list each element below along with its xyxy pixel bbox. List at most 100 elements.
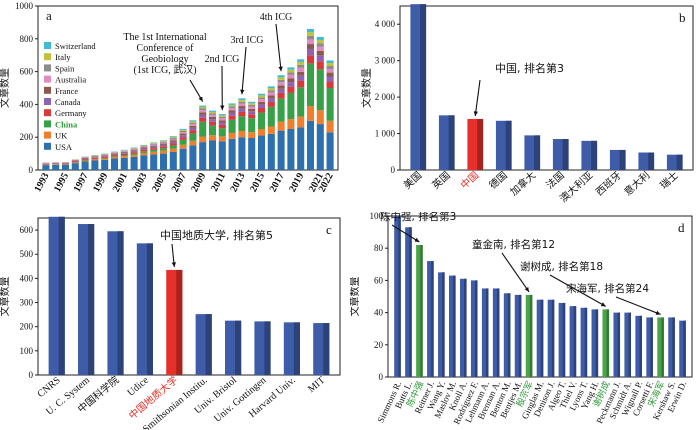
bar-shade-13 [540, 299, 544, 377]
bar-italy-2011 [218, 115, 226, 117]
bar-10 [503, 293, 511, 377]
bar-australia-2022 [326, 68, 334, 73]
bar-italy-2022 [326, 63, 334, 67]
bar-canada-2007 [179, 135, 187, 138]
bar-shade-22 [639, 315, 642, 377]
legend-label: USA [55, 142, 73, 152]
bar-usa-2022 [326, 132, 334, 170]
bar-usa-1999 [101, 159, 109, 170]
bar-usa-2012 [228, 138, 236, 170]
bar-italy-2004 [150, 143, 158, 144]
bar-7 [470, 280, 478, 377]
annotation-arrowhead [220, 105, 225, 111]
bar-shade-17 [584, 307, 588, 377]
x-tick-label: 2001 [111, 171, 130, 194]
bar-australia-2021 [316, 46, 324, 51]
bar-shade-8 [293, 322, 300, 375]
bar-18 [591, 309, 599, 377]
annotation-text: 童金南, 排名第12 [472, 238, 555, 251]
bar-germany-2017 [277, 92, 285, 99]
bar-france-2001 [120, 151, 128, 153]
bar-spain-2004 [150, 143, 158, 145]
bar-usa-1994 [52, 164, 60, 170]
bar-shade-5 [562, 139, 569, 170]
bar-shade-6 [591, 140, 598, 170]
bar-france-2010 [208, 116, 217, 120]
bar-italy-2021 [316, 39, 324, 44]
bar-australia-2019 [297, 67, 305, 72]
x-tick-label: 2007 [170, 171, 189, 194]
legend-label: China [55, 119, 78, 129]
bar-spain-2013 [238, 101, 246, 104]
bar-switzerland-2010 [208, 110, 217, 112]
bar-germany-2003 [140, 149, 148, 152]
y-tick-label: 0 [29, 370, 34, 380]
bar-shade-2 [420, 244, 423, 377]
annotation-arrow [501, 252, 530, 293]
x-tick-label: 西班牙 [593, 169, 623, 198]
bar-australia-2016 [267, 92, 275, 96]
bar-usa-2011 [218, 141, 226, 170]
bar-germany-2011 [218, 124, 226, 129]
bar-china-2008 [189, 133, 197, 141]
x-tick-label: 1995 [52, 171, 71, 194]
annotation-text: 陈中强, 排名第3 [380, 212, 456, 223]
legend-label: Canada [55, 97, 81, 107]
bar-usa-2004 [150, 154, 158, 170]
bar-italy-2016 [267, 88, 275, 91]
bar-china-2012 [228, 119, 236, 133]
x-tick-label: 2003 [130, 171, 149, 194]
bar-26 [679, 320, 686, 377]
bar-switzerland-2016 [267, 86, 275, 89]
bar-usa-1996 [71, 163, 79, 170]
bar-australia-2003 [140, 146, 148, 148]
bar-shade-5 [453, 275, 456, 377]
annotation-arrow [615, 296, 661, 315]
bar-china-2011 [218, 128, 226, 137]
bar-china-2002 [130, 153, 138, 155]
bar-shade-6 [464, 278, 467, 377]
bar-21 [624, 312, 631, 377]
y-tick-label: 500 [20, 249, 34, 259]
y-tick-label: 0 [379, 372, 384, 382]
y-tick-label: 80 [374, 243, 384, 253]
bar-canada-1999 [101, 156, 109, 157]
bar-canada-2010 [208, 119, 217, 122]
bar-shade-2 [117, 231, 124, 375]
bar-spain-2012 [228, 106, 236, 109]
bar-germany-1999 [101, 156, 109, 158]
bar-shade-3 [146, 243, 153, 375]
bar-shade-0 [398, 216, 401, 377]
y-tick-label: 0 [29, 165, 34, 175]
bar-shade-15 [562, 302, 566, 377]
y-tick-label: 100 [20, 346, 34, 356]
bar-usa-1993 [42, 165, 50, 170]
bar-italy-2010 [208, 111, 217, 114]
bar-germany-2015 [257, 108, 266, 113]
bar-switzerland-2009 [199, 105, 207, 107]
bar-2 [416, 244, 423, 377]
y-tick-label: 800 [20, 34, 34, 44]
bar-usa-1998 [91, 160, 99, 170]
bar-france-2011 [218, 120, 226, 123]
bar-italy-2009 [199, 106, 207, 109]
bar-australia-2010 [208, 114, 217, 117]
bar-shade-18 [595, 309, 599, 377]
bar-switzerland-2006 [169, 136, 177, 138]
bar-uk-2007 [179, 144, 187, 149]
bar-uk-2013 [238, 130, 246, 138]
bar-shade-9 [496, 288, 500, 377]
bar-shade-1 [88, 224, 95, 375]
bar-australia-2020 [306, 39, 315, 45]
plot-frame [37, 217, 341, 376]
bar-usa-2014 [248, 138, 256, 170]
bar-8 [481, 288, 489, 377]
bar-france-2017 [277, 85, 285, 89]
bar-uk-2009 [199, 136, 207, 143]
bar-australia-2001 [120, 151, 128, 152]
bar-italy-2017 [277, 77, 285, 80]
bar-shade-7 [619, 149, 626, 170]
bar-australia-2007 [179, 132, 187, 134]
bar-china-2014 [248, 118, 256, 133]
bar-shade-4 [534, 135, 541, 170]
